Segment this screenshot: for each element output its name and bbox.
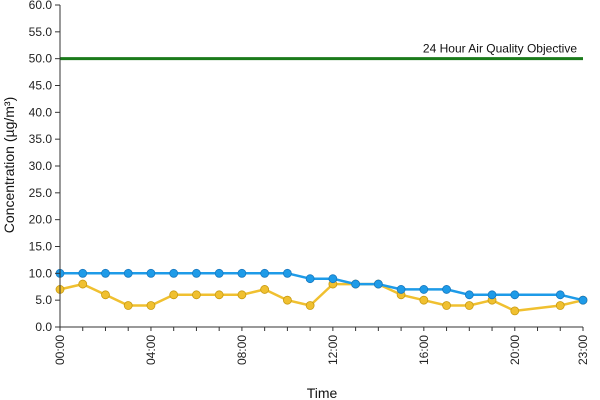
series-point [282,268,292,278]
y-tick-label: 50.0 [29,52,53,66]
series-point [464,301,474,310]
series-group [55,268,588,316]
series-point [78,279,88,289]
x-tick-label: 20:00 [508,335,522,365]
y-tick-label: 55.0 [29,25,53,39]
series-point [351,279,361,289]
y-tick-label: 30.0 [29,159,53,173]
y-tick-label: 20.0 [29,213,53,227]
series-point [146,268,156,278]
series-point [442,285,451,294]
series-point [214,290,224,300]
series-point [237,268,247,278]
series-point [214,268,224,278]
y-tick-label: 35.0 [29,132,53,146]
series-point [101,290,110,300]
axes-group: 0.0 5.0 10.0 15.0 20.0 25.0 30.0 35.0 40.0 45.0 50… [29,0,590,365]
x-tick-label: 04:00 [144,335,158,365]
series-point [169,268,179,278]
x-axis-title: Time [307,385,338,400]
y-axis-title: Concentration (µg/m³) [1,97,17,233]
y-tick-label: 15.0 [29,240,53,254]
y-tick-label: 40.0 [29,105,53,119]
series-point [464,290,474,300]
series-point [487,290,497,300]
series-point [328,274,338,284]
x-tick-label: 00:00 [53,335,67,365]
series-point [510,306,520,316]
series-point [510,290,520,300]
series-point [555,301,565,310]
series-point [373,279,383,289]
x-tick-label: 23:00 [576,335,590,365]
series-point [282,295,292,305]
x-tick-label: 12:00 [326,335,340,365]
series-point [305,301,315,310]
series-point [169,290,179,300]
y-tick-label: 25.0 [29,186,53,200]
series-point [146,301,156,310]
series-point [101,268,110,278]
series-point [419,295,429,305]
series-point [578,295,588,305]
series-point [192,268,201,278]
series-line [59,282,584,313]
y-tick-label: 60.0 [29,0,53,12]
series-point [305,274,315,284]
reference-line-label: 24 Hour Air Quality Objective [423,42,577,56]
series-point [78,268,88,278]
series-point [260,268,270,278]
series-point [237,290,247,300]
x-tick-label: 08:00 [235,335,249,365]
x-tick-label: 16:00 [417,335,431,365]
series-point [260,285,270,294]
series-point [192,290,201,300]
reference-line-group: 24 Hour Air Quality Objective [60,42,583,61]
series-point [442,301,451,310]
series-point [396,285,406,294]
y-tick-label: 0.0 [35,320,52,334]
series-point [123,268,133,278]
y-tick-label: 10.0 [29,266,53,280]
series-point [419,285,429,294]
series-point [555,290,565,300]
y-tick-label: 5.0 [35,293,52,307]
y-tick-label: 45.0 [29,79,53,93]
series-point [123,301,133,310]
